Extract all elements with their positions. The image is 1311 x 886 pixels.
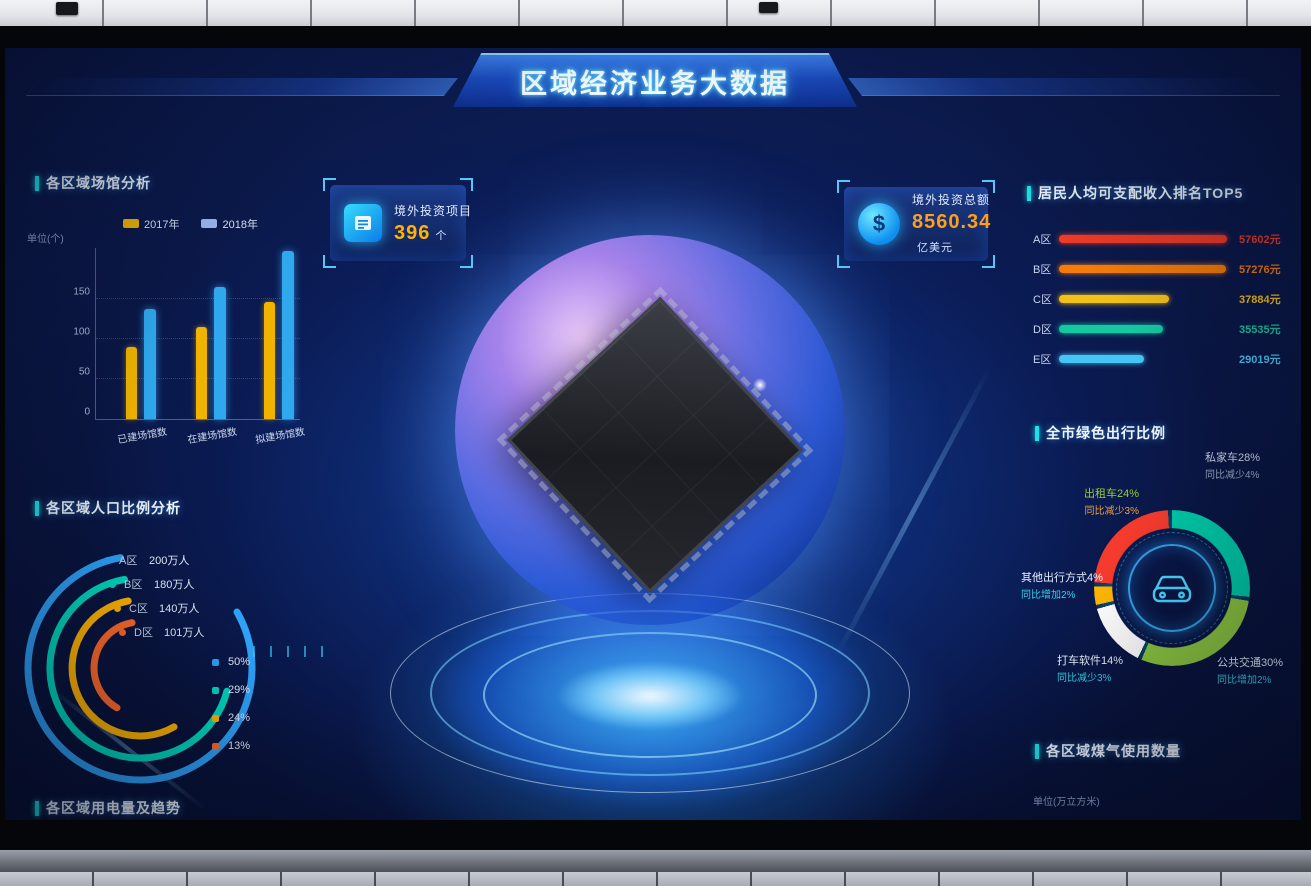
legend-dot xyxy=(212,742,219,750)
bar-group-2 xyxy=(196,287,226,419)
income-row-e: E区 29019元 xyxy=(1033,354,1281,366)
population-row-c: C区 140万人 xyxy=(114,600,199,616)
header-wing-left xyxy=(25,78,459,96)
bar-2017 xyxy=(264,302,275,419)
venues-legend: 2017年 2018年 xyxy=(123,216,258,232)
stat-value: 8560.34亿美元 xyxy=(912,211,992,254)
green-travel-section-heading: 全市绿色出行比例 xyxy=(1035,423,1166,443)
heading-accent-bar xyxy=(35,175,39,191)
ring-endpoint-dot xyxy=(119,628,126,636)
income-bar xyxy=(1059,295,1169,303)
xlabel-1: 已建场馆数 xyxy=(116,426,168,447)
population-legend-2: 29% xyxy=(212,684,250,696)
income-row-b: B区 57276元 xyxy=(1033,264,1281,276)
venues-unit-label: 单位(个) xyxy=(27,234,64,245)
income-bar xyxy=(1059,265,1226,273)
ytick-0: 0 xyxy=(84,406,90,418)
title-banner: 区域经济业务大数据 xyxy=(453,53,857,107)
header-wing-right xyxy=(847,78,1281,96)
gas-unit-label: 单位(万立方米) xyxy=(1033,797,1100,808)
shelf-ledge xyxy=(0,850,1311,872)
income-row-a: A区 57602元 xyxy=(1033,234,1281,246)
label-other-modes: 其他出行方式4% 同比增加2% xyxy=(1021,572,1103,601)
xlabel-2: 在建场馆数 xyxy=(186,426,238,447)
tick-decoration xyxy=(253,646,323,657)
income-row-d: D区 35535元 xyxy=(1033,324,1281,336)
income-section-heading: 居民人均可支配收入排名TOP5 xyxy=(1027,183,1243,203)
bar-2018 xyxy=(144,309,156,419)
wall-screw-left xyxy=(56,2,78,15)
ytick-150: 150 xyxy=(73,286,90,298)
dollar-coin-icon: $ xyxy=(858,203,900,245)
income-row-c: C区 37884元 xyxy=(1033,294,1281,306)
bar-2018 xyxy=(214,287,226,419)
legend-dot xyxy=(212,686,219,694)
page-title: 区域经济业务大数据 xyxy=(520,68,790,99)
wall-screw-right xyxy=(759,2,778,13)
car-icon xyxy=(1128,544,1216,632)
legend-swatch-2018 xyxy=(201,219,218,228)
legend-dot xyxy=(212,714,219,722)
chip-glint xyxy=(753,378,767,392)
label-taxi: 出租车24% 同比减少3% xyxy=(1083,488,1139,517)
wall-tiles-bottom xyxy=(0,872,1311,886)
legend-dot xyxy=(212,658,219,666)
venues-section-heading: 各区域场馆分析 xyxy=(35,173,151,193)
platform-core-light xyxy=(525,650,775,742)
label-ride-hailing: 打车软件14% 同比减少3% xyxy=(1057,655,1124,684)
wall-tiles-top xyxy=(0,0,1311,26)
bar-2017 xyxy=(196,327,207,419)
legend-swatch-2017 xyxy=(123,219,139,228)
legend-item-2017: 2017年 xyxy=(123,216,179,232)
label-public-transit: 公共交通30% 同比增加2% xyxy=(1217,657,1284,686)
projects-folder-icon xyxy=(344,204,382,242)
income-bar xyxy=(1059,235,1227,243)
light-beam-right xyxy=(832,366,993,660)
heading-accent-bar xyxy=(1035,743,1039,759)
dashboard-screen: 区域经济业务大数据 各区域场馆分析 2017年 2018年 单位(个) 150 … xyxy=(5,48,1301,820)
income-bar xyxy=(1059,325,1163,333)
heading-accent-bar xyxy=(1027,185,1031,201)
label-private-car: 私家车28% 同比减少4% xyxy=(1205,452,1261,481)
population-row-d: D区 101万人 xyxy=(119,624,204,640)
population-row-a: A区 200万人 xyxy=(104,552,189,568)
population-section-heading: 各区域人口比例分析 xyxy=(35,498,181,518)
stat-box-investment: $ 境外投资总额 8560.34亿美元 xyxy=(837,180,995,268)
ring-endpoint-dot xyxy=(114,604,121,612)
bar-2017 xyxy=(126,347,137,419)
income-bar xyxy=(1059,355,1144,363)
ring-endpoint-dot xyxy=(104,556,111,564)
stat-label: 境外投资项目 xyxy=(394,203,473,218)
legend-item-2018: 2018年 xyxy=(201,216,258,232)
population-row-b: B区 180万人 xyxy=(109,576,194,592)
bar-group-3 xyxy=(264,251,294,419)
venues-bar-chart: 150 100 50 0 已建场馆数 在建场馆数 拟建场馆数 xyxy=(73,248,306,446)
heading-accent-bar xyxy=(35,800,39,816)
bar-2018 xyxy=(282,251,294,419)
population-legend-3: 24% xyxy=(212,712,250,724)
population-legend-1: 50% xyxy=(212,656,250,668)
ytick-50: 50 xyxy=(78,366,90,378)
stat-label: 境外投资总额 xyxy=(912,193,991,207)
stat-box-projects: 境外投资项目 396 个 xyxy=(323,178,473,268)
gas-section-heading: 各区域煤气使用数量 xyxy=(1035,741,1181,761)
bar-group-1 xyxy=(126,309,156,419)
stat-value: 396 个 xyxy=(394,221,448,244)
heading-accent-bar xyxy=(35,500,39,516)
population-legend-4: 13% xyxy=(212,740,250,752)
xlabel-3: 拟建场馆数 xyxy=(254,426,306,447)
heading-accent-bar xyxy=(1035,425,1039,441)
ytick-100: 100 xyxy=(73,326,90,338)
electricity-section-heading: 各区域用电量及趋势 xyxy=(35,798,181,818)
ring-endpoint-dot xyxy=(109,580,116,588)
